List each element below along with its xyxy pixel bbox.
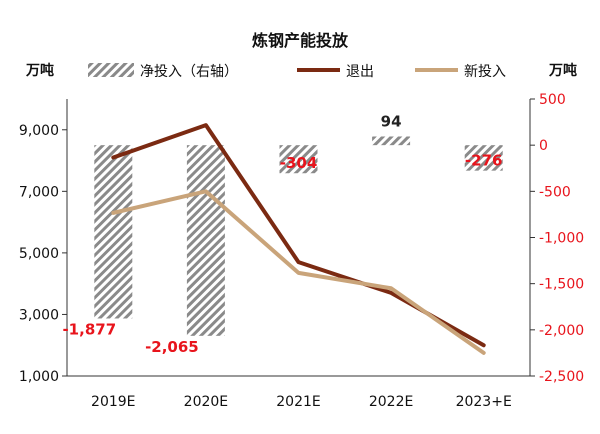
left-tick-label: 5,000: [19, 246, 59, 262]
bar-value-label-2020E: -2,065: [145, 338, 199, 356]
x-tick-label: 2020E: [184, 394, 228, 410]
chart-title: 炼钢产能投放: [252, 31, 349, 50]
legend-label-new: 新投入: [464, 64, 506, 80]
left-tick-label: 7,000: [19, 184, 59, 200]
bar-net-2022E: [372, 136, 410, 145]
left-tick-label: 9,000: [19, 123, 59, 139]
x-tick-label: 2022E: [369, 394, 413, 410]
legend: 净投入（右轴） 退出 新投入: [88, 63, 506, 80]
bar-value-label-2023+E: -276: [465, 152, 503, 170]
right-tick-label: 0: [539, 138, 548, 154]
bar-net-2019E: [94, 145, 132, 318]
right-tick-label: -500: [539, 184, 571, 200]
bar-value-label-2019E: -1,877: [62, 320, 116, 338]
bar-value-label-2022E: 94: [381, 112, 402, 130]
right-tick-label: 500: [539, 92, 566, 108]
left-tick-label: 3,000: [19, 307, 59, 323]
legend-swatch-net: [88, 63, 134, 77]
right-tick-label: -1,500: [539, 277, 584, 293]
x-tick-label: 2023+E: [456, 394, 512, 410]
x-tick-label: 2021E: [276, 394, 320, 410]
right-tick-label: -2,500: [539, 369, 584, 385]
left-tick-label: 1,000: [19, 369, 59, 385]
line-series-new: [113, 191, 483, 353]
x-tick-label: 2019E: [91, 394, 135, 410]
legend-label-net: 净投入（右轴）: [140, 64, 238, 80]
left-axis-unit: 万吨: [25, 62, 54, 79]
right-tick-label: -2,000: [539, 323, 584, 339]
legend-label-exit: 退出: [346, 64, 374, 80]
right-tick-label: -1,000: [539, 231, 584, 247]
bar-value-label-2021E: -304: [280, 154, 318, 172]
right-axis-unit: 万吨: [548, 62, 577, 79]
bar-net-2020E: [187, 145, 225, 336]
